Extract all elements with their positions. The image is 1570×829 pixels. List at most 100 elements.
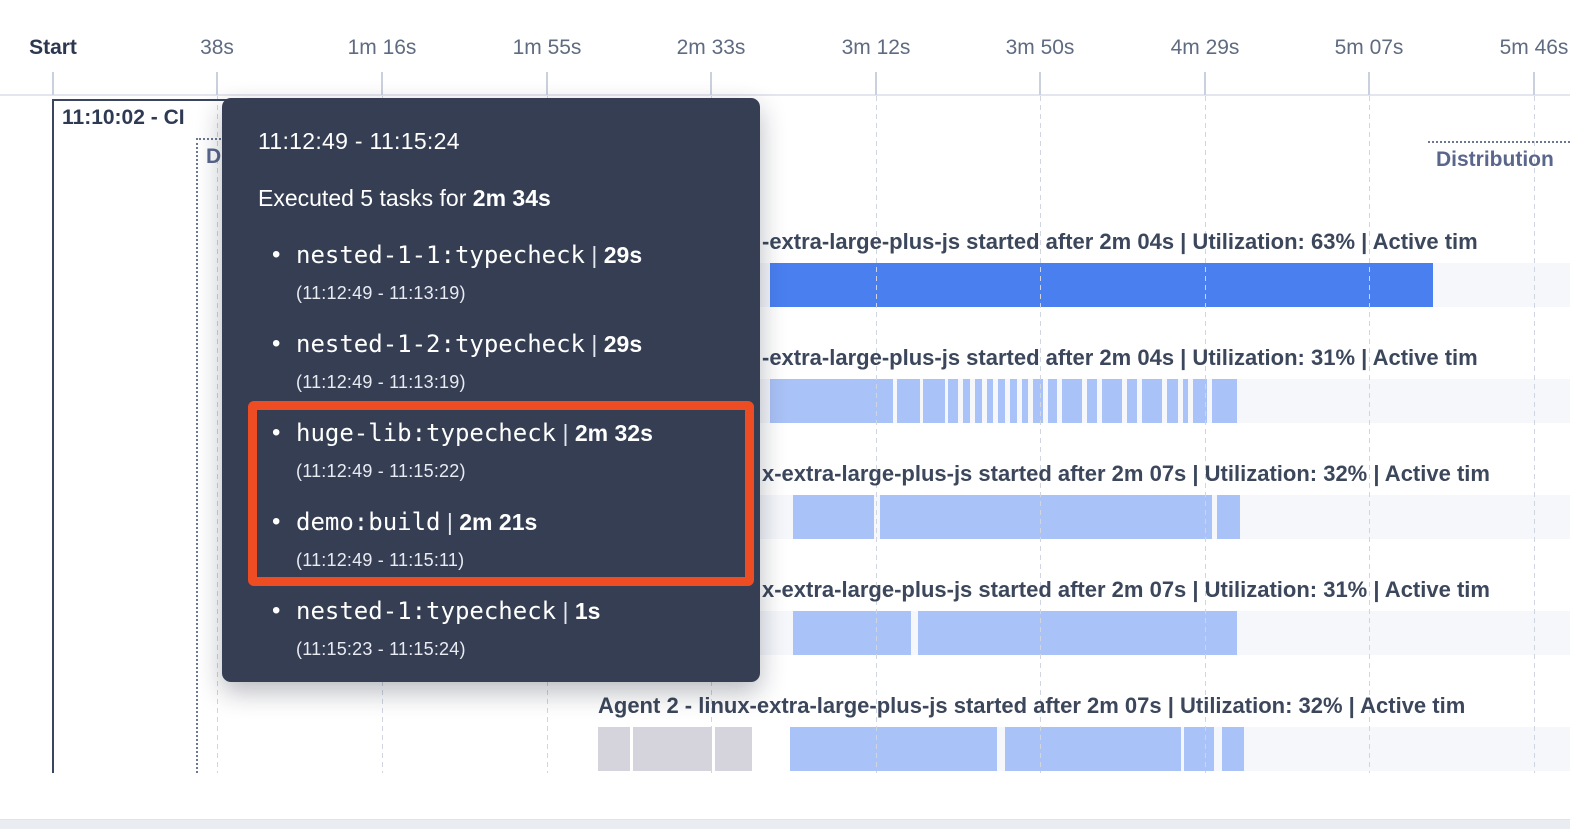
- task-time-range: (11:12:49 - 11:13:19): [296, 283, 466, 303]
- task-bar-segment[interactable]: [987, 379, 993, 423]
- tooltip-task-line: demo:build | 2m 21s: [296, 507, 732, 541]
- task-bar-segment[interactable]: [918, 611, 1237, 655]
- task-duration: 2m 21s: [459, 509, 538, 535]
- axis-label: 5m 07s: [1334, 36, 1404, 59]
- task-duration: 29s: [603, 242, 643, 268]
- task-bar-segment[interactable]: [1142, 379, 1162, 423]
- task-bar-segment[interactable]: [1033, 379, 1043, 423]
- task-duration: 29s: [603, 331, 643, 357]
- tooltip-task-item: • nested-1-2:typecheck | 29s (11:12:49 - 1…: [272, 329, 732, 393]
- task-bar-segment[interactable]: [897, 379, 920, 423]
- tooltip-time-range: 11:12:49 - 11:15:24: [258, 128, 460, 154]
- bullet-icon: •: [272, 508, 281, 535]
- task-bar-segment[interactable]: [1010, 379, 1017, 423]
- task-bar-segment[interactable]: [1184, 727, 1214, 771]
- task-tooltip: 11:12:49 - 11:15:24 Executed 5 tasks for…: [222, 98, 760, 682]
- agent-row-label: x-extra-large-plus-js started after 2m 0…: [762, 577, 1490, 602]
- task-duration: 2m 32s: [574, 420, 653, 446]
- task-separator: |: [556, 420, 575, 446]
- gridline: [1369, 96, 1370, 773]
- task-duration: 1s: [574, 598, 601, 624]
- axis-label: 4m 29s: [1170, 36, 1240, 59]
- gridline: [1534, 96, 1535, 773]
- tooltip-task-item: • nested-1-1:typecheck | 29s (11:12:49 - 1…: [272, 240, 732, 304]
- task-bar-segment[interactable]: [1005, 727, 1181, 771]
- axis-tick: [1533, 72, 1535, 95]
- task-bar-segment[interactable]: [1193, 379, 1207, 423]
- tooltip-task-line: nested-1-1:typecheck | 29s: [296, 240, 732, 274]
- distribution-group-right: Distribution: [1428, 141, 1570, 773]
- task-bar-segment[interactable]: [770, 379, 893, 423]
- gridline: [1040, 96, 1041, 773]
- axis-label: 2m 33s: [676, 36, 746, 59]
- task-time-range: (11:12:49 - 11:15:22): [296, 461, 466, 481]
- task-bar-segment[interactable]: [1062, 379, 1082, 423]
- tooltip-summary-duration: 2m 34s: [472, 185, 551, 211]
- task-bar-segment[interactable]: [880, 495, 1212, 539]
- task-time-range: (11:15:23 - 11:15:24): [296, 639, 466, 659]
- task-name: huge-lib:typecheck: [296, 419, 557, 447]
- axis-label-start: Start: [29, 36, 77, 59]
- axis-label: 38s: [200, 36, 234, 59]
- task-bar-segment[interactable]: [598, 727, 630, 771]
- task-bar-segment[interactable]: [1217, 495, 1240, 539]
- axis-tick: [710, 72, 712, 95]
- task-bar-segment[interactable]: [770, 263, 1433, 307]
- task-bar-segment[interactable]: [1102, 379, 1122, 423]
- task-name: nested-1:typecheck: [296, 597, 557, 625]
- axis-label: 3m 12s: [841, 36, 911, 59]
- task-separator: |: [556, 598, 575, 624]
- tooltip-task-line: huge-lib:typecheck | 2m 32s: [296, 418, 732, 452]
- horizontal-scrollbar-track[interactable]: [0, 819, 1570, 829]
- task-bar-segment[interactable]: [1022, 379, 1028, 423]
- task-bar-segment[interactable]: [633, 727, 712, 771]
- axis-tick: [546, 72, 548, 95]
- axis-label: 1m 55s: [512, 36, 582, 59]
- task-name: nested-1-1:typecheck: [296, 241, 585, 269]
- tooltip-task-line: nested-1-2:typecheck | 29s: [296, 329, 732, 363]
- task-bar-segment[interactable]: [998, 379, 1005, 423]
- task-bar-segment[interactable]: [790, 727, 997, 771]
- task-name: demo:build: [296, 508, 441, 536]
- task-separator: |: [440, 509, 460, 535]
- task-bar-segment[interactable]: [1183, 379, 1188, 423]
- task-time-range: (11:12:49 - 11:15:11): [296, 550, 465, 570]
- distribution-group-right-label: Distribution: [1436, 148, 1554, 171]
- axis-tick: [1039, 72, 1041, 95]
- gridline: [217, 96, 218, 773]
- tooltip-task-item: • huge-lib:typecheck | 2m 32s (11:12:49 - …: [272, 418, 732, 482]
- task-bar-segment[interactable]: [975, 379, 982, 423]
- tooltip-summary-prefix: Executed 5 tasks for: [258, 185, 473, 211]
- bullet-icon: •: [272, 419, 281, 446]
- axis-label: 3m 50s: [1005, 36, 1075, 59]
- agent-row-label: Agent 2 - linux-extra-large-plus-js star…: [598, 693, 1466, 718]
- task-bar-segment[interactable]: [1127, 379, 1137, 423]
- agent-row-label: -extra-large-plus-js started after 2m 04…: [762, 229, 1478, 254]
- task-bar-segment[interactable]: [963, 379, 970, 423]
- task-bar-segment[interactable]: [793, 495, 874, 539]
- task-bar-segment[interactable]: [1048, 379, 1057, 423]
- task-bar-segment[interactable]: [1167, 379, 1178, 423]
- bullet-icon: •: [272, 241, 281, 268]
- task-bar-segment[interactable]: [1222, 727, 1244, 771]
- task-bar-segment[interactable]: [1212, 379, 1237, 423]
- axis-label: 5m 46s: [1499, 36, 1569, 59]
- task-name: nested-1-2:typecheck: [296, 330, 585, 358]
- task-bar-segment[interactable]: [948, 379, 958, 423]
- task-separator: |: [584, 242, 604, 268]
- axis-tick: [381, 72, 383, 95]
- axis-tick: [52, 72, 54, 95]
- task-bar-segment[interactable]: [1087, 379, 1097, 423]
- gridline: [876, 96, 877, 773]
- axis-tick: [216, 72, 218, 95]
- agent-row-label: x-extra-large-plus-js started after 2m 0…: [762, 461, 1490, 486]
- task-time-range: (11:12:49 - 11:13:19): [296, 372, 466, 392]
- tooltip-task-item: • nested-1:typecheck | 1s (11:15:23 - 11:1…: [272, 596, 732, 660]
- axis-tick: [1204, 72, 1206, 95]
- task-bar-segment[interactable]: [715, 727, 752, 771]
- ci-group-label: 11:10:02 - CI: [62, 106, 185, 129]
- task-bar-segment[interactable]: [923, 379, 945, 423]
- task-bar-segment[interactable]: [793, 611, 911, 655]
- axis-tick: [875, 72, 877, 95]
